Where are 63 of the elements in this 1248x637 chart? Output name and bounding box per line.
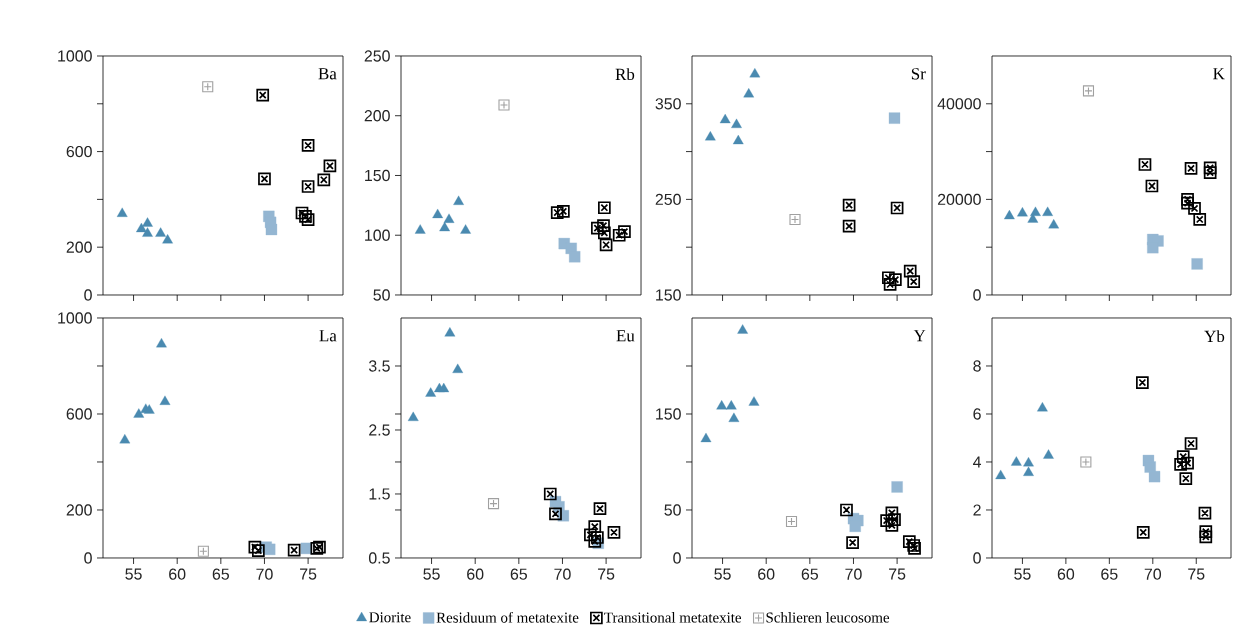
x-tick-label: 75 — [598, 568, 615, 580]
y-tick-label: 600 — [66, 145, 92, 158]
legend-label: Residuum of metatexite — [436, 611, 579, 623]
x-tick-label: 60 — [758, 568, 775, 580]
y-tick-label: 40000 — [937, 98, 981, 110]
text: Ba — [318, 68, 337, 80]
y-tick-label: 0 — [84, 552, 92, 564]
y-tick-label: 200 — [66, 241, 92, 253]
text: Eu — [616, 330, 635, 342]
y-tick-label: 0 — [673, 552, 681, 564]
y-tick-label: 2.5 — [369, 424, 390, 436]
y-tick-label: 1.5 — [369, 488, 390, 500]
y-tick-label: 350 — [655, 98, 681, 110]
y-tick-label: 0 — [973, 552, 981, 564]
x-tick-label: 70 — [554, 568, 571, 580]
y-tick-label: 0 — [973, 289, 981, 301]
y-tick-label: 100 — [365, 229, 390, 241]
x-tick-label: 70 — [256, 568, 273, 580]
x-tick-label: 70 — [845, 568, 862, 580]
text: Rb — [615, 68, 635, 81]
y-tick-label: 150 — [656, 289, 681, 301]
y-tick-label: 20000 — [937, 193, 981, 206]
y-tick-label: 0.5 — [368, 552, 390, 564]
y-tick-label: 50 — [664, 504, 681, 516]
y-tick-label: 2 — [973, 504, 981, 516]
y-tick-label: 8 — [973, 360, 981, 372]
y-tick-label: 50 — [373, 289, 390, 301]
x-tick-label: 75 — [1188, 568, 1205, 580]
x-tick-label: 60 — [1057, 568, 1075, 580]
x-tick-label: 60 — [467, 568, 484, 580]
x-tick-label: 70 — [1144, 568, 1162, 580]
legend-label: Schlieren leucosome — [766, 612, 890, 623]
y-tick-label: 4 — [972, 456, 982, 468]
y-tick-label: 3.5 — [368, 360, 390, 372]
y-tick-label: 0 — [84, 289, 92, 301]
x-tick-label: 55 — [423, 568, 440, 580]
y-tick-label: 250 — [655, 193, 681, 206]
text: Sr — [911, 68, 926, 80]
y-tick-label: 600 — [66, 408, 92, 420]
x-tick-label: 75 — [889, 568, 906, 580]
y-tick-label: 1000 — [58, 312, 92, 324]
y-tick-label: 200 — [364, 110, 390, 122]
legend-label: Diorite — [369, 612, 411, 623]
y-tick-label: 250 — [364, 50, 390, 62]
x-tick-label: 65 — [801, 568, 819, 580]
x-tick-label: 55 — [714, 568, 731, 580]
text: Yb — [1204, 330, 1225, 343]
legend-label: Transitional metatexite — [604, 612, 742, 623]
y-tick-label: 6 — [973, 408, 981, 420]
x-tick-label: 65 — [212, 568, 230, 580]
x-tick-label: 55 — [125, 568, 142, 580]
text: La — [319, 330, 337, 342]
x-tick-label: 60 — [169, 568, 186, 580]
text: Y — [913, 330, 926, 342]
y-tick-label: 200 — [66, 504, 92, 516]
y-tick-label: 150 — [656, 408, 681, 420]
x-tick-label: 65 — [1101, 568, 1118, 580]
y-tick-label: 1000 — [58, 50, 92, 62]
x-tick-label: 65 — [510, 568, 528, 580]
x-tick-label: 75 — [300, 568, 317, 580]
y-tick-label: 150 — [365, 169, 390, 182]
text: K — [1213, 68, 1225, 80]
x-tick-label: 55 — [1014, 568, 1031, 580]
